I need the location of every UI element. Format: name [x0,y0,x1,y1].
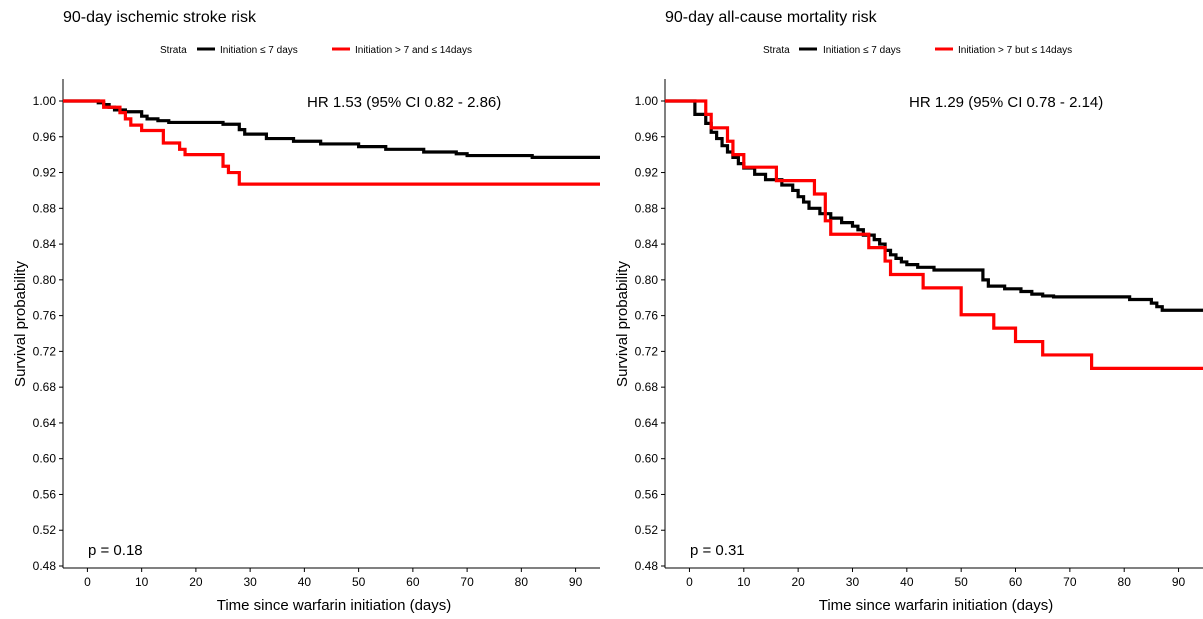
x-tick-label: 90 [569,575,583,589]
x-tick-label: 10 [135,575,149,589]
survival-curve-series-1 [665,99,1203,370]
plot-area: 0.48 0.52 0.56 0.60 0.64 0.68 0.72 0.76 0.80 0.84… [635,79,1203,589]
y-tick-label: 0.72 [635,344,659,358]
x-tick-label: 30 [243,575,257,589]
legend-label-series-0: Initiation ≤ 7 days [823,45,901,56]
y-tick-label: 0.64 [635,416,659,430]
legend-label-series-1: Initiation > 7 but ≤ 14days [958,45,1072,56]
x-tick-label: 70 [460,575,474,589]
y-tick-label: 0.56 [635,487,659,501]
y-tick-label: 0.68 [635,380,659,394]
y-tick-label: 1.00 [33,94,57,108]
y-tick-label: 0.68 [33,380,57,394]
x-tick-label: 70 [1063,575,1077,589]
hazard-ratio-annotation: HR 1.29 (95% CI 0.78 - 2.14) [909,94,1103,111]
y-tick-label: 0.92 [635,166,659,180]
p-value-annotation: p = 0.18 [88,542,143,559]
x-axis-label: Time since warfarin initiation (days) [819,597,1054,614]
y-tick-label: 1.00 [635,94,659,108]
y-tick-label: 0.80 [33,273,57,287]
legend-title: Strata [763,45,790,56]
y-tick-label: 0.84 [635,237,659,251]
x-tick-label: 0 [686,575,693,589]
y-tick-label: 0.60 [635,452,659,466]
plot-area: 0.48 0.52 0.56 0.60 0.64 0.68 0.72 0.76 0.80 0.84… [33,79,600,589]
x-tick-label: 50 [954,575,968,589]
y-tick-label: 0.80 [635,273,659,287]
x-tick-label: 80 [515,575,529,589]
y-tick-label: 0.48 [635,559,659,573]
y-tick-label: 0.52 [33,523,57,537]
y-tick-label: 0.60 [33,452,57,466]
y-tick-label: 0.84 [33,237,57,251]
x-tick-label: 20 [189,575,203,589]
y-tick-label: 0.64 [33,416,57,430]
y-tick-label: 0.76 [635,309,659,323]
chart-title: 90-day all-cause mortality risk [665,9,878,26]
y-axis-label: Survival probability [614,261,631,387]
y-tick-label: 0.76 [33,309,57,323]
y-tick-label: 0.96 [635,130,659,144]
x-tick-label: 60 [1009,575,1023,589]
x-tick-label: 40 [298,575,312,589]
panel-mortality: 90-day all-cause mortality risk Strata I… [614,9,1203,614]
y-tick-label: 0.48 [33,559,57,573]
y-tick-label: 0.52 [635,523,659,537]
y-tick-label: 0.56 [33,487,57,501]
panel-stroke: 90-day ischemic stroke risk Strata Initi… [12,9,600,614]
x-tick-label: 80 [1118,575,1132,589]
legend-label-series-1: Initiation > 7 and ≤ 14days [355,45,472,56]
survival-curve-series-1 [63,99,600,186]
y-tick-label: 0.88 [635,201,659,215]
x-tick-label: 0 [84,575,91,589]
y-tick-label: 0.92 [33,166,57,180]
y-tick-label: 0.72 [33,344,57,358]
hazard-ratio-annotation: HR 1.53 (95% CI 0.82 - 2.86) [307,94,501,111]
x-axis-label: Time since warfarin initiation (days) [217,597,452,614]
legend-label-series-0: Initiation ≤ 7 days [220,45,298,56]
legend-title: Strata [160,45,187,56]
x-tick-label: 40 [900,575,914,589]
chart-title: 90-day ischemic stroke risk [63,9,257,26]
x-tick-label: 90 [1172,575,1186,589]
y-tick-label: 0.88 [33,201,57,215]
survival-curve-series-0 [665,99,1203,312]
y-axis-label: Survival probability [12,261,29,387]
x-tick-label: 30 [846,575,860,589]
x-tick-label: 60 [406,575,420,589]
x-tick-label: 20 [791,575,805,589]
x-tick-label: 10 [737,575,751,589]
x-tick-label: 50 [352,575,366,589]
y-tick-label: 0.96 [33,130,57,144]
p-value-annotation: p = 0.31 [690,542,745,559]
